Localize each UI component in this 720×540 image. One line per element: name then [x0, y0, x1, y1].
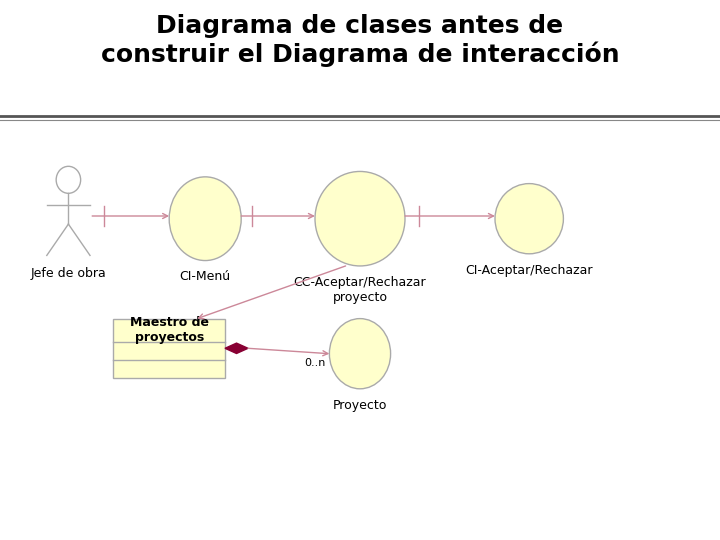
- Bar: [113, 319, 225, 378]
- Text: Proyecto: Proyecto: [333, 399, 387, 411]
- Text: CC-Aceptar/Rechazar
proyecto: CC-Aceptar/Rechazar proyecto: [294, 275, 426, 303]
- Ellipse shape: [169, 177, 241, 261]
- Ellipse shape: [329, 319, 391, 389]
- Text: CI-Menú: CI-Menú: [179, 271, 231, 284]
- Text: Maestro de
proyectos: Maestro de proyectos: [130, 316, 209, 345]
- Text: 0..n: 0..n: [305, 359, 325, 368]
- Text: Diagrama de clases antes de
construir el Diagrama de interacción: Diagrama de clases antes de construir el…: [101, 14, 619, 67]
- Ellipse shape: [495, 184, 564, 254]
- Ellipse shape: [315, 172, 405, 266]
- Text: CI-Aceptar/Rechazar: CI-Aceptar/Rechazar: [465, 264, 593, 276]
- Text: Jefe de obra: Jefe de obra: [30, 267, 107, 280]
- Ellipse shape: [56, 166, 81, 193]
- Polygon shape: [225, 343, 248, 354]
